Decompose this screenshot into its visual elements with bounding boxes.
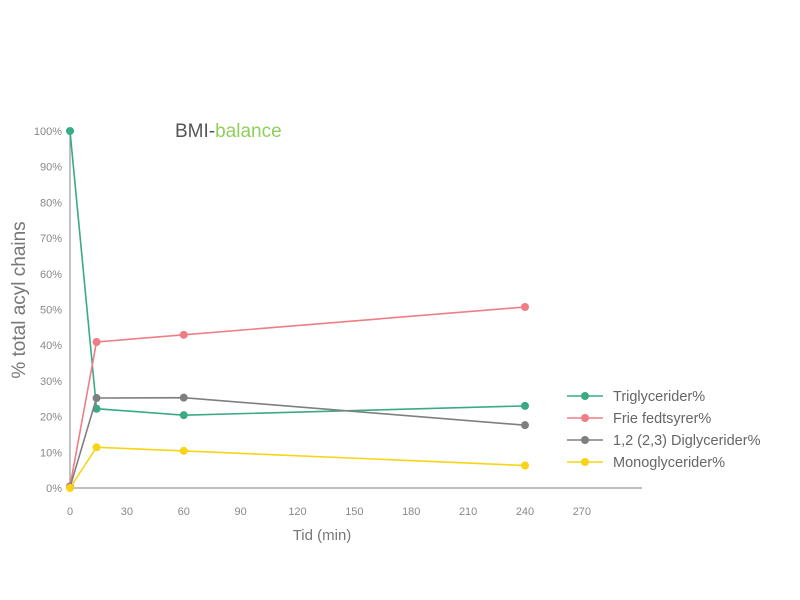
y-tick-label: 100% <box>34 126 62 138</box>
series-3 <box>66 443 529 492</box>
y-tick-labels: 0% 10% 20% 30% 40% 50% 60% 70% 80% 90% 100% <box>34 126 62 495</box>
y-tick-label: 0% <box>46 483 62 495</box>
x-axis-title: Tid (min) <box>293 527 352 544</box>
data-point <box>179 330 188 339</box>
x-tick-label: 120 <box>288 506 306 518</box>
legend-label: Frie fedtsyrer% <box>613 411 711 427</box>
series-line <box>69 446 526 489</box>
x-tick-label: 90 <box>235 506 247 518</box>
legend-label: 1,2 (2,3) Diglycerider% <box>613 433 761 449</box>
x-tick-label: 210 <box>459 506 477 518</box>
legend-marker <box>581 392 589 400</box>
legend-item: Triglycerider% <box>567 389 705 405</box>
data-point <box>66 127 74 135</box>
legend: Triglycerider% Frie fedtsyrer% 1,2 (2,3) D… <box>567 389 761 471</box>
x-tick-label: 240 <box>516 506 534 518</box>
chart-title-part-1: balance <box>215 121 282 142</box>
chart-title: BMI-balance <box>175 121 282 142</box>
data-point <box>179 411 188 420</box>
chart-title-text: BMI-balance <box>175 121 282 142</box>
data-point <box>92 394 101 403</box>
y-tick-label: 10% <box>40 447 62 459</box>
series-line <box>69 396 526 488</box>
data-point <box>521 421 529 430</box>
legend-label: Triglycerider% <box>613 389 705 405</box>
y-tick-label: 40% <box>40 340 62 352</box>
x-tick-labels: 0 30 60 90 120 150 180 210 240 270 <box>67 506 591 518</box>
y-tick-label: 70% <box>40 233 62 245</box>
data-point <box>92 443 101 452</box>
y-tick-label: 30% <box>40 376 62 388</box>
legend-item: Monoglycerider% <box>567 455 725 471</box>
x-tick-label: 180 <box>402 506 420 518</box>
data-point <box>179 446 188 455</box>
x-tick-label: 30 <box>121 506 133 518</box>
legend-item: Frie fedtsyrer% <box>567 411 711 427</box>
y-tick-label: 80% <box>40 197 62 209</box>
data-point <box>521 461 529 470</box>
x-tick-label: 150 <box>345 506 363 518</box>
chart-title-part-0: BMI- <box>175 121 215 142</box>
y-tick-label: 50% <box>40 305 62 317</box>
y-tick-label: 60% <box>40 269 62 281</box>
y-tick-label: 20% <box>40 412 62 424</box>
data-point <box>179 393 188 402</box>
legend-item: 1,2 (2,3) Diglycerider% <box>567 433 761 449</box>
y-axis-title: % total acyl chains <box>9 221 30 378</box>
legend-marker <box>581 414 589 422</box>
x-tick-label: 0 <box>67 506 73 518</box>
series-line <box>69 130 526 417</box>
series-line <box>69 306 526 487</box>
data-point <box>521 303 529 312</box>
data-point <box>521 401 529 410</box>
legend-label: Monoglycerider% <box>613 455 725 471</box>
x-tick-label: 60 <box>178 506 190 518</box>
data-point <box>66 484 74 492</box>
y-tick-label: 90% <box>40 162 62 174</box>
x-tick-label: 270 <box>573 506 591 518</box>
data-point <box>92 337 101 346</box>
series-0 <box>66 127 529 420</box>
axes <box>69 131 642 489</box>
series <box>66 127 529 492</box>
legend-marker <box>581 458 589 466</box>
legend-marker <box>581 436 589 444</box>
